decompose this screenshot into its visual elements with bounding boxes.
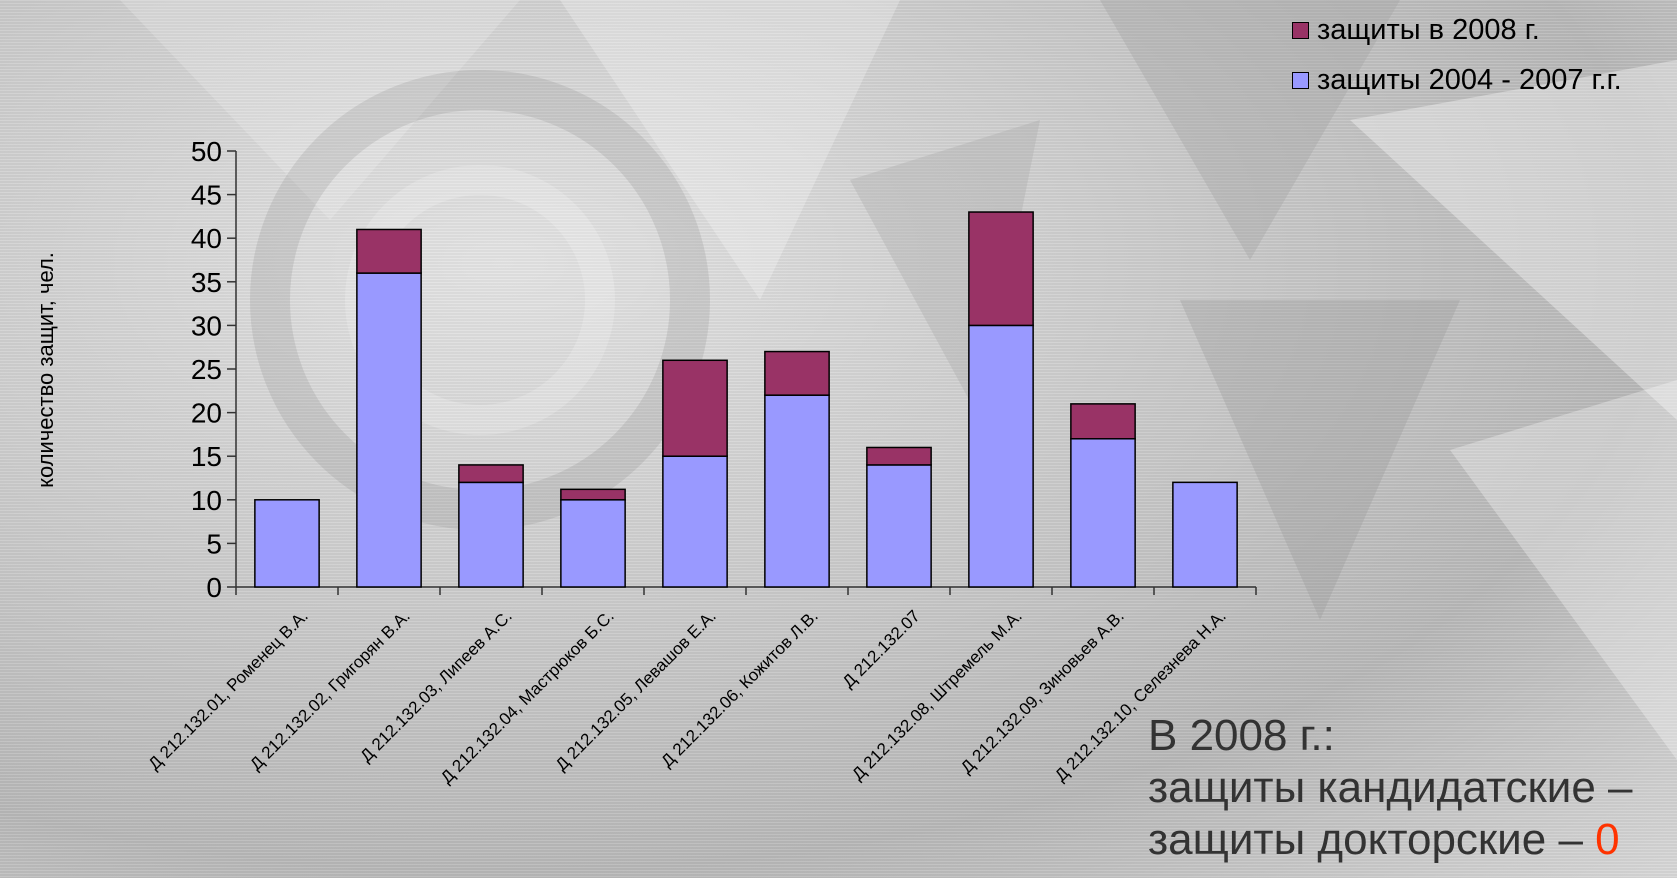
bar-2008 (356, 228, 422, 274)
x-category-label: Д 212.132.09, Зиновьев А.В. (957, 606, 1128, 777)
legend-label-2008: защиты в 2008 г. (1317, 13, 1540, 46)
bar-2004-2007 (1172, 481, 1238, 588)
y-tick-label: 20 (191, 398, 222, 429)
chart-legend: защиты в 2008 г. защиты 2004 - 2007 г.г. (1292, 10, 1622, 110)
x-category-label: Д 212.132.05, Левашов Е.А. (552, 606, 720, 774)
legend-item-2004-2007: защиты 2004 - 2007 г.г. (1292, 60, 1622, 100)
bar-2004-2007 (968, 324, 1034, 588)
bar-2004-2007 (1070, 438, 1136, 588)
note-2008: В 2008 г.: защиты кандидатские – защиты … (1148, 710, 1633, 866)
legend-swatch-2008 (1292, 21, 1309, 39)
y-tick-label: 30 (191, 310, 222, 341)
y-tick-label: 10 (191, 485, 222, 516)
legend-label-2004-2007: защиты 2004 - 2007 г.г. (1317, 63, 1622, 96)
y-tick-label: 5 (206, 528, 222, 559)
bar-2004-2007 (560, 499, 626, 588)
x-category-label: Д 212.132.02, Григорян В.А. (246, 606, 414, 774)
y-tick-label: 50 (191, 136, 222, 167)
y-tick-label: 15 (191, 441, 222, 472)
bar-2008 (662, 359, 728, 457)
x-category-label: Д 212.132.04, Мастрюков Б.С. (437, 606, 618, 787)
bar-2004-2007 (356, 272, 422, 588)
bar-2008 (458, 464, 524, 484)
x-category-label: Д 212.132.07 (839, 606, 924, 691)
note-line-2: защиты кандидатские – (1148, 763, 1633, 812)
note-line-3-prefix: защиты докторские – (1148, 815, 1596, 864)
bar-2004-2007 (764, 394, 830, 588)
y-tick-label: 45 (191, 180, 222, 211)
x-category-label: Д 212.132.01, Роменец В.А. (145, 606, 312, 773)
y-tick-label: 25 (191, 354, 222, 385)
bar-2004-2007 (254, 499, 320, 588)
bar-2008 (1070, 403, 1136, 440)
bar-2004-2007 (662, 455, 728, 588)
bar-2004-2007 (866, 464, 932, 588)
y-tick-label: 0 (206, 572, 222, 603)
legend-swatch-2004-2007 (1292, 71, 1309, 89)
note-line-1: В 2008 г.: (1148, 711, 1335, 760)
bar-2008 (866, 446, 932, 466)
note-doctoral-count: 0 (1595, 815, 1620, 864)
legend-item-2008: защиты в 2008 г. (1292, 10, 1622, 50)
bar-2008 (968, 211, 1034, 327)
bar-2004-2007 (458, 481, 524, 588)
y-tick-label: 40 (191, 223, 222, 254)
bar-2008 (764, 350, 830, 396)
y-tick-label: 35 (191, 267, 222, 298)
x-category-label: Д 212.132.08, Штремель М.А. (848, 606, 1026, 784)
bar-2008 (560, 488, 626, 501)
note-line-3: защиты докторские – 0 (1148, 814, 1633, 866)
